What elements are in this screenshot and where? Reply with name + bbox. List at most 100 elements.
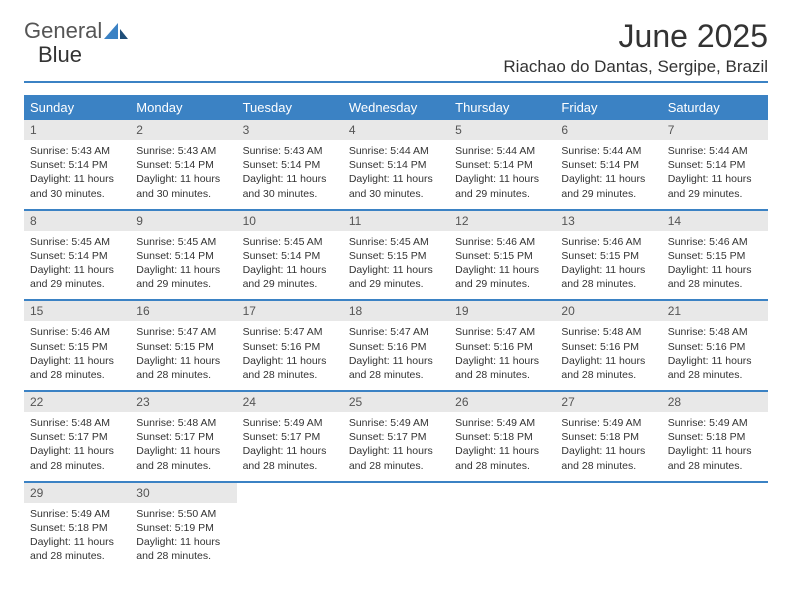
weekday-header-row: SundayMondayTuesdayWednesdayThursdayFrid… xyxy=(24,95,768,120)
day-cell: 25Sunrise: 5:49 AMSunset: 5:17 PMDayligh… xyxy=(343,392,449,481)
sunrise-text: Sunrise: 5:43 AM xyxy=(243,144,337,158)
day-number: 25 xyxy=(343,392,449,412)
sunrise-text: Sunrise: 5:45 AM xyxy=(243,235,337,249)
day-cell: 4Sunrise: 5:44 AMSunset: 5:14 PMDaylight… xyxy=(343,120,449,209)
calendar-week: 22Sunrise: 5:48 AMSunset: 5:17 PMDayligh… xyxy=(24,392,768,483)
sunrise-text: Sunrise: 5:45 AM xyxy=(136,235,230,249)
day-body: Sunrise: 5:44 AMSunset: 5:14 PMDaylight:… xyxy=(662,140,768,209)
daylight-text: Daylight: 11 hours and 28 minutes. xyxy=(243,354,337,382)
sunset-text: Sunset: 5:16 PM xyxy=(243,340,337,354)
sunrise-text: Sunrise: 5:49 AM xyxy=(455,416,549,430)
calendar-week: 15Sunrise: 5:46 AMSunset: 5:15 PMDayligh… xyxy=(24,301,768,392)
daylight-text: Daylight: 11 hours and 29 minutes. xyxy=(455,172,549,200)
day-body: Sunrise: 5:49 AMSunset: 5:18 PMDaylight:… xyxy=(662,412,768,481)
sunrise-text: Sunrise: 5:47 AM xyxy=(243,325,337,339)
calendar-week: 29Sunrise: 5:49 AMSunset: 5:18 PMDayligh… xyxy=(24,483,768,572)
weekday-header: Sunday xyxy=(24,95,130,120)
day-number xyxy=(662,483,768,489)
day-number: 5 xyxy=(449,120,555,140)
day-body: Sunrise: 5:49 AMSunset: 5:17 PMDaylight:… xyxy=(237,412,343,481)
day-body: Sunrise: 5:48 AMSunset: 5:16 PMDaylight:… xyxy=(555,321,661,390)
day-number: 21 xyxy=(662,301,768,321)
sunset-text: Sunset: 5:15 PM xyxy=(668,249,762,263)
day-body: Sunrise: 5:43 AMSunset: 5:14 PMDaylight:… xyxy=(130,140,236,209)
daylight-text: Daylight: 11 hours and 29 minutes. xyxy=(136,263,230,291)
day-number: 28 xyxy=(662,392,768,412)
day-cell: 11Sunrise: 5:45 AMSunset: 5:15 PMDayligh… xyxy=(343,211,449,300)
day-body: Sunrise: 5:46 AMSunset: 5:15 PMDaylight:… xyxy=(662,231,768,300)
day-cell: 24Sunrise: 5:49 AMSunset: 5:17 PMDayligh… xyxy=(237,392,343,481)
day-number: 17 xyxy=(237,301,343,321)
sunrise-text: Sunrise: 5:48 AM xyxy=(30,416,124,430)
calendar: SundayMondayTuesdayWednesdayThursdayFrid… xyxy=(24,95,768,571)
day-cell: 21Sunrise: 5:48 AMSunset: 5:16 PMDayligh… xyxy=(662,301,768,390)
day-cell: 17Sunrise: 5:47 AMSunset: 5:16 PMDayligh… xyxy=(237,301,343,390)
daylight-text: Daylight: 11 hours and 28 minutes. xyxy=(668,263,762,291)
sunrise-text: Sunrise: 5:43 AM xyxy=(30,144,124,158)
month-title: June 2025 xyxy=(24,18,768,55)
location-label: Riachao do Dantas, Sergipe, Brazil xyxy=(24,57,768,83)
sunrise-text: Sunrise: 5:46 AM xyxy=(455,235,549,249)
day-number: 20 xyxy=(555,301,661,321)
calendar-week: 8Sunrise: 5:45 AMSunset: 5:14 PMDaylight… xyxy=(24,211,768,302)
day-cell: 16Sunrise: 5:47 AMSunset: 5:15 PMDayligh… xyxy=(130,301,236,390)
day-body: Sunrise: 5:43 AMSunset: 5:14 PMDaylight:… xyxy=(24,140,130,209)
sunrise-text: Sunrise: 5:49 AM xyxy=(243,416,337,430)
day-number xyxy=(343,483,449,489)
day-cell: 29Sunrise: 5:49 AMSunset: 5:18 PMDayligh… xyxy=(24,483,130,572)
sunset-text: Sunset: 5:17 PM xyxy=(349,430,443,444)
day-body: Sunrise: 5:47 AMSunset: 5:15 PMDaylight:… xyxy=(130,321,236,390)
day-number: 6 xyxy=(555,120,661,140)
logo: General xyxy=(24,18,128,44)
sunset-text: Sunset: 5:19 PM xyxy=(136,521,230,535)
day-body: Sunrise: 5:46 AMSunset: 5:15 PMDaylight:… xyxy=(449,231,555,300)
day-body: Sunrise: 5:44 AMSunset: 5:14 PMDaylight:… xyxy=(555,140,661,209)
day-number: 3 xyxy=(237,120,343,140)
weekday-header: Saturday xyxy=(662,95,768,120)
day-cell: 13Sunrise: 5:46 AMSunset: 5:15 PMDayligh… xyxy=(555,211,661,300)
day-body: Sunrise: 5:49 AMSunset: 5:18 PMDaylight:… xyxy=(449,412,555,481)
day-number: 7 xyxy=(662,120,768,140)
daylight-text: Daylight: 11 hours and 29 minutes. xyxy=(349,263,443,291)
day-cell: 30Sunrise: 5:50 AMSunset: 5:19 PMDayligh… xyxy=(130,483,236,572)
sunset-text: Sunset: 5:15 PM xyxy=(455,249,549,263)
day-number: 22 xyxy=(24,392,130,412)
day-body: Sunrise: 5:48 AMSunset: 5:16 PMDaylight:… xyxy=(662,321,768,390)
sunset-text: Sunset: 5:15 PM xyxy=(349,249,443,263)
sunset-text: Sunset: 5:15 PM xyxy=(136,340,230,354)
day-body: Sunrise: 5:47 AMSunset: 5:16 PMDaylight:… xyxy=(449,321,555,390)
sunrise-text: Sunrise: 5:45 AM xyxy=(349,235,443,249)
sunrise-text: Sunrise: 5:48 AM xyxy=(668,325,762,339)
day-body: Sunrise: 5:47 AMSunset: 5:16 PMDaylight:… xyxy=(237,321,343,390)
day-cell: 12Sunrise: 5:46 AMSunset: 5:15 PMDayligh… xyxy=(449,211,555,300)
day-number: 18 xyxy=(343,301,449,321)
sunset-text: Sunset: 5:14 PM xyxy=(136,249,230,263)
weekday-header: Thursday xyxy=(449,95,555,120)
calendar-body: 1Sunrise: 5:43 AMSunset: 5:14 PMDaylight… xyxy=(24,120,768,571)
sunrise-text: Sunrise: 5:43 AM xyxy=(136,144,230,158)
day-number: 8 xyxy=(24,211,130,231)
sunset-text: Sunset: 5:16 PM xyxy=(349,340,443,354)
day-number: 27 xyxy=(555,392,661,412)
daylight-text: Daylight: 11 hours and 28 minutes. xyxy=(561,263,655,291)
sunset-text: Sunset: 5:15 PM xyxy=(30,340,124,354)
day-body: Sunrise: 5:46 AMSunset: 5:15 PMDaylight:… xyxy=(555,231,661,300)
day-number: 16 xyxy=(130,301,236,321)
sunset-text: Sunset: 5:14 PM xyxy=(30,249,124,263)
header: General Blue June 2025 Riachao do Dantas… xyxy=(0,0,792,87)
sunset-text: Sunset: 5:14 PM xyxy=(243,249,337,263)
day-number: 2 xyxy=(130,120,236,140)
daylight-text: Daylight: 11 hours and 29 minutes. xyxy=(30,263,124,291)
sunrise-text: Sunrise: 5:49 AM xyxy=(668,416,762,430)
sunrise-text: Sunrise: 5:44 AM xyxy=(349,144,443,158)
day-cell: 5Sunrise: 5:44 AMSunset: 5:14 PMDaylight… xyxy=(449,120,555,209)
sunrise-text: Sunrise: 5:49 AM xyxy=(561,416,655,430)
daylight-text: Daylight: 11 hours and 29 minutes. xyxy=(561,172,655,200)
sunset-text: Sunset: 5:14 PM xyxy=(668,158,762,172)
sunrise-text: Sunrise: 5:50 AM xyxy=(136,507,230,521)
daylight-text: Daylight: 11 hours and 28 minutes. xyxy=(30,535,124,563)
day-number: 9 xyxy=(130,211,236,231)
sunset-text: Sunset: 5:14 PM xyxy=(136,158,230,172)
day-body: Sunrise: 5:44 AMSunset: 5:14 PMDaylight:… xyxy=(449,140,555,209)
day-body: Sunrise: 5:48 AMSunset: 5:17 PMDaylight:… xyxy=(130,412,236,481)
